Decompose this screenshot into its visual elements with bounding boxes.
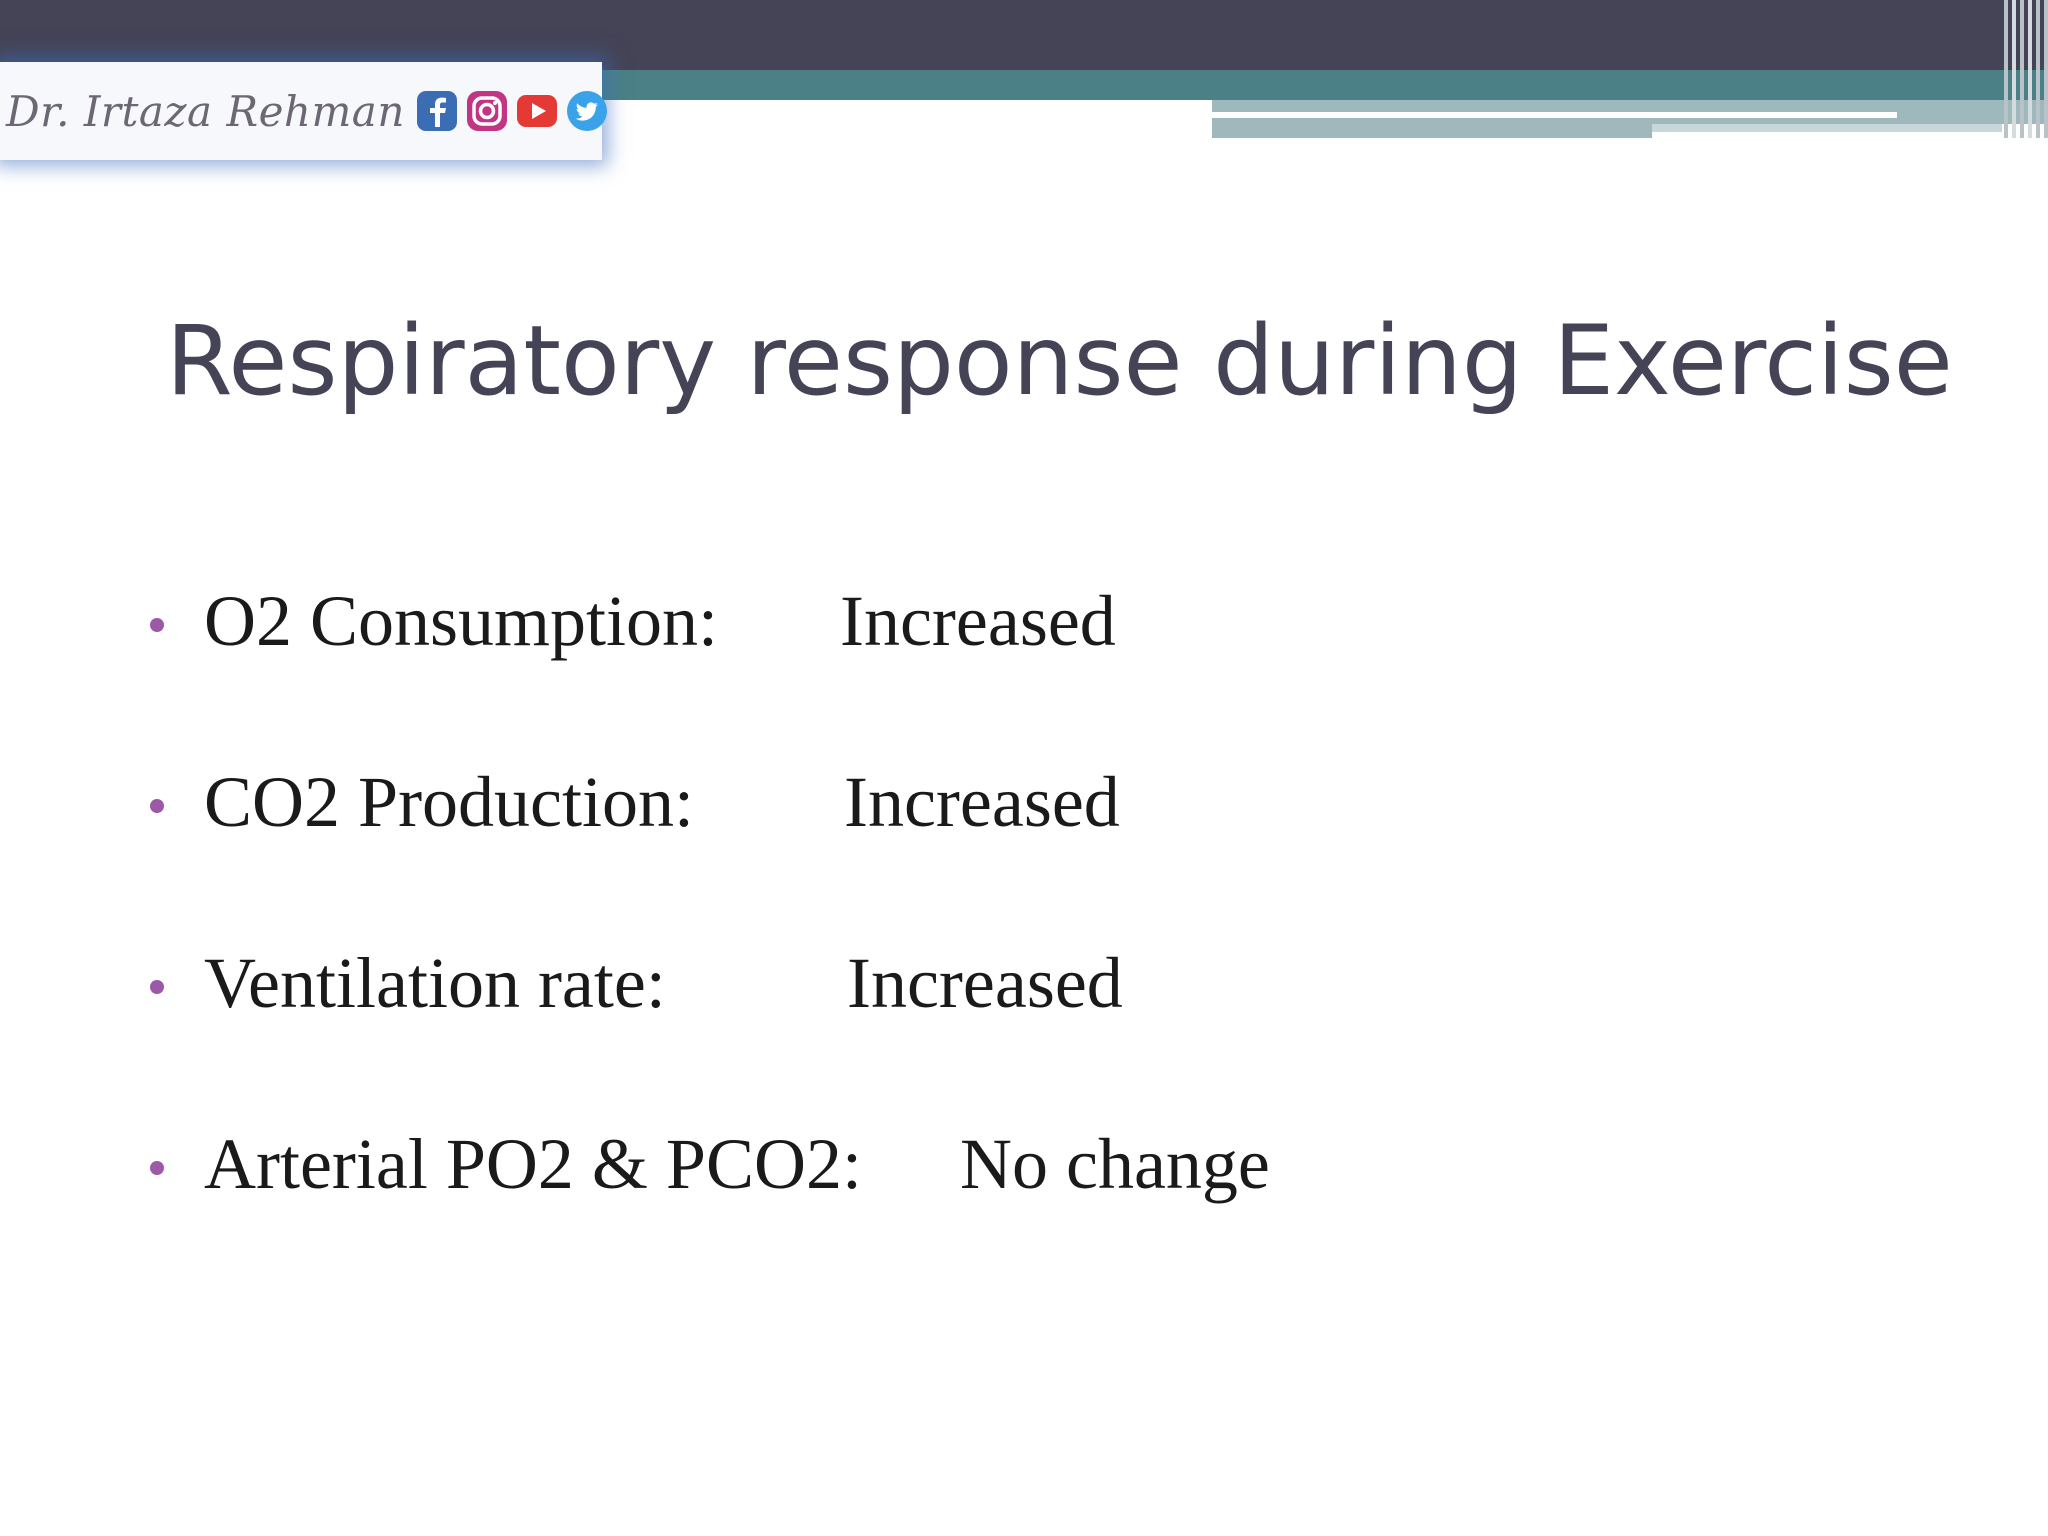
bullet-value: Increased <box>847 943 1123 1023</box>
logo-badge: Dr. Irtaza Rehman <box>0 62 607 160</box>
top-light-band-lower <box>1212 124 1652 138</box>
top-light-band-faint <box>1652 124 2002 132</box>
bullet-label: Ventilation rate: <box>204 943 666 1023</box>
youtube-icon <box>515 89 559 133</box>
bullet-label: CO2 Production: <box>204 762 695 842</box>
bullet-value: Increased <box>840 581 1116 661</box>
top-dark-band <box>0 0 2048 70</box>
list-item: Arterial PO2 & PCO2: No change <box>150 1123 1350 1213</box>
corner-stripes <box>1988 0 2048 138</box>
bullet-dot <box>150 618 164 632</box>
top-white-line <box>1212 112 1897 118</box>
facebook-icon <box>415 89 459 133</box>
list-item: Ventilation rate: Increased <box>150 942 1350 1032</box>
twitter-icon <box>565 89 609 133</box>
bullet-value: No change <box>960 1124 1270 1204</box>
list-item: O2 Consumption: Increased <box>150 580 1350 670</box>
list-item: CO2 Production: Increased <box>150 761 1350 851</box>
logo-name: Dr. Irtaza Rehman <box>6 86 405 136</box>
bullet-label: O2 Consumption: <box>204 581 719 661</box>
social-icons <box>415 89 609 133</box>
bullet-dot <box>150 1161 164 1175</box>
slide-title: Respiratory response during Exercise <box>166 305 1953 417</box>
bullet-value: Increased <box>844 762 1120 842</box>
bullet-dot <box>150 799 164 813</box>
bullet-dot <box>150 980 164 994</box>
bullet-label: Arterial PO2 & PCO2: <box>204 1124 862 1204</box>
instagram-icon <box>465 89 509 133</box>
